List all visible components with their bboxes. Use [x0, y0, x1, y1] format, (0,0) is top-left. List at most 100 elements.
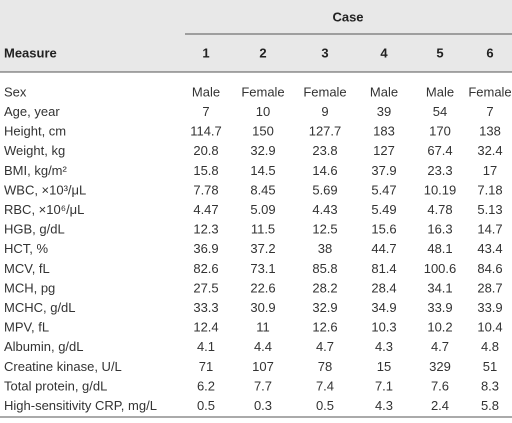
- cell-value: 22.6: [250, 280, 275, 295]
- cell-value: 12.5: [312, 222, 337, 237]
- cell-value: 32.4: [477, 143, 502, 158]
- measure-label: Creatine kinase, U/L: [4, 359, 122, 374]
- cell-value: 37.9: [371, 163, 396, 178]
- cell-value: 12.6: [312, 320, 337, 335]
- cell-value: Male: [426, 84, 454, 99]
- measure-label: Weight, kg: [4, 143, 65, 158]
- cell-value: 82.6: [193, 261, 218, 276]
- cell-value: 48.1: [427, 241, 452, 256]
- cell-value: 15.8: [193, 163, 218, 178]
- cell-value: 7: [486, 104, 493, 119]
- cell-value: 78: [318, 359, 332, 374]
- cell-value: 329: [429, 359, 451, 374]
- cell-value: 15: [377, 359, 391, 374]
- cell-value: 6.2: [197, 378, 215, 393]
- cell-value: 36.9: [193, 241, 218, 256]
- cell-value: 14.5: [250, 163, 275, 178]
- cell-value: 16.3: [427, 222, 452, 237]
- cell-value: 107: [252, 359, 274, 374]
- measure-label: WBC, ×10³/μL: [4, 182, 86, 197]
- cell-value: 32.9: [312, 300, 337, 315]
- cell-value: 7.6: [431, 378, 449, 393]
- measure-label: Total protein, g/dL: [4, 378, 107, 393]
- cell-value: 4.1: [197, 339, 215, 354]
- cell-value: 28.4: [371, 280, 396, 295]
- cell-value: Female: [303, 84, 346, 99]
- cell-value: 34.1: [427, 280, 452, 295]
- cell-value: 7.7: [254, 378, 272, 393]
- cell-value: 85.8: [312, 261, 337, 276]
- cell-value: 38: [318, 241, 332, 256]
- measure-label: MPV, fL: [4, 320, 49, 335]
- cell-value: 17: [483, 163, 497, 178]
- cell-value: 43.4: [477, 241, 502, 256]
- cell-value: 10.4: [477, 320, 502, 335]
- cell-value: 4.3: [375, 398, 393, 413]
- cell-value: 5.69: [312, 182, 337, 197]
- cell-value: 37.2: [250, 241, 275, 256]
- measure-label: HGB, g/dL: [4, 222, 65, 237]
- cell-value: 44.7: [371, 241, 396, 256]
- cell-value: 11.5: [251, 222, 275, 237]
- cell-value: 33.9: [427, 300, 452, 315]
- cell-value: 7.18: [477, 182, 502, 197]
- measure-label: Height, cm: [4, 124, 66, 139]
- measure-label: MCV, fL: [4, 261, 50, 276]
- cell-value: 34.9: [371, 300, 396, 315]
- cell-value: 2.4: [431, 398, 449, 413]
- cell-value: 10.19: [424, 182, 457, 197]
- measure-label: BMI, kg/m²: [4, 163, 68, 178]
- cell-value: Female: [241, 84, 284, 99]
- cell-value: 4.47: [193, 202, 218, 217]
- cell-value: 20.8: [193, 143, 218, 158]
- cell-value: 0.5: [316, 398, 334, 413]
- measure-label: Albumin, g/dL: [4, 339, 84, 354]
- cell-value: Female: [468, 84, 511, 99]
- cell-value: 8.3: [481, 378, 499, 393]
- cell-value: 28.7: [477, 280, 502, 295]
- cell-value: 51: [483, 359, 497, 374]
- cell-value: 10.3: [371, 320, 396, 335]
- cell-value: 170: [429, 124, 451, 139]
- cell-value: 7.1: [375, 378, 393, 393]
- case-number: 4: [380, 45, 388, 60]
- cell-value: 10.2: [427, 320, 452, 335]
- cell-value: 8.45: [250, 182, 275, 197]
- cell-value: 5.09: [250, 202, 275, 217]
- case-heading: Case: [332, 9, 363, 24]
- cell-value: 12.4: [193, 320, 218, 335]
- cell-value: 14.6: [312, 163, 337, 178]
- measure-heading: Measure: [4, 45, 57, 60]
- header-background: [0, 0, 512, 72]
- cell-value: 23.3: [427, 163, 452, 178]
- cell-value: Male: [370, 84, 398, 99]
- measure-label: Age, year: [4, 104, 60, 119]
- cell-value: 84.6: [477, 261, 502, 276]
- cell-value: 54: [433, 104, 447, 119]
- cell-value: 33.3: [193, 300, 218, 315]
- cell-value: 114.7: [190, 124, 222, 139]
- cell-value: 15.6: [371, 222, 396, 237]
- cell-value: 138: [479, 124, 501, 139]
- cell-value: 4.43: [312, 202, 337, 217]
- cell-value: 12.3: [193, 222, 218, 237]
- case-number: 3: [321, 45, 328, 60]
- cell-value: 81.4: [371, 261, 396, 276]
- cell-value: 0.3: [254, 398, 272, 413]
- case-number: 6: [486, 45, 493, 60]
- measure-label: MCH, pg: [4, 280, 55, 295]
- cell-value: 5.47: [371, 182, 396, 197]
- cell-value: 33.9: [477, 300, 502, 315]
- cell-value: 4.3: [375, 339, 393, 354]
- cell-value: 7: [202, 104, 209, 119]
- cell-value: 27.5: [193, 280, 218, 295]
- cell-value: 5.13: [477, 202, 502, 217]
- cell-value: 9: [321, 104, 328, 119]
- cell-value: 4.4: [254, 339, 272, 354]
- cell-value: 4.78: [427, 202, 452, 217]
- cell-value: 5.49: [371, 202, 396, 217]
- measure-label: High-sensitivity CRP, mg/L: [4, 398, 157, 413]
- cell-value: 73.1: [250, 261, 275, 276]
- cell-value: 32.9: [250, 143, 275, 158]
